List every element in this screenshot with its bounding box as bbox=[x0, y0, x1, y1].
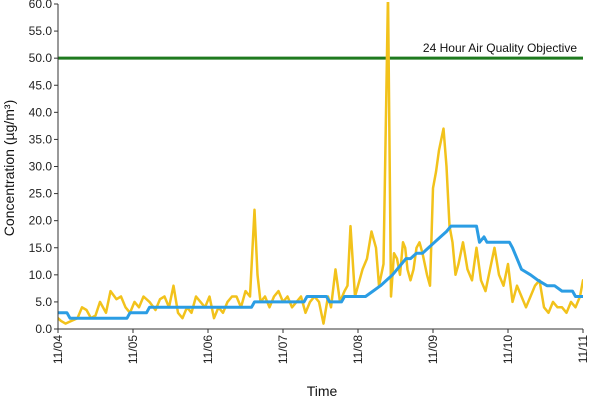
y-tick-label: 15.0 bbox=[29, 241, 53, 255]
blue-series-line bbox=[58, 224, 583, 320]
yellow-series-line bbox=[58, 2, 583, 325]
x-tick-label: 11/10 bbox=[501, 335, 515, 364]
x-axis-title: Time bbox=[307, 383, 338, 399]
y-tick-label: 50.0 bbox=[29, 51, 53, 65]
y-tick-label: 45.0 bbox=[29, 78, 53, 92]
y-axis-title: Concentration (µg/m³) bbox=[1, 100, 17, 236]
x-tick-label: 11/07 bbox=[276, 335, 290, 364]
objective-reference-label: 24 Hour Air Quality Objective bbox=[423, 41, 577, 55]
y-tick-label: 30.0 bbox=[29, 160, 53, 174]
y-tick-label: 10.0 bbox=[29, 268, 53, 282]
y-tick-label: 5.0 bbox=[35, 295, 52, 309]
y-tick-label: 40.0 bbox=[29, 105, 53, 119]
y-tick-group: 0.0 5.0 10.0 15.0 20.0 25.0 30.0 35.0 40.0 45.0 50… bbox=[29, 0, 58, 336]
y-tick-label: 35.0 bbox=[29, 132, 53, 146]
y-tick-label: 25.0 bbox=[29, 187, 53, 201]
x-tick-label: 11/09 bbox=[426, 335, 440, 364]
series-group bbox=[58, 2, 583, 325]
y-tick-label: 55.0 bbox=[29, 24, 53, 38]
y-tick-label: 0.0 bbox=[35, 322, 52, 336]
y-tick-label: 20.0 bbox=[29, 214, 53, 228]
reference-line-group: 24 Hour Air Quality Objective bbox=[58, 41, 583, 60]
x-tick-label: 11/05 bbox=[126, 335, 140, 364]
x-tick-label: 11/06 bbox=[201, 335, 215, 364]
x-tick-label: 11/11 bbox=[576, 335, 590, 364]
x-tick-group: 11/04 11/05 11/06 11/07 11/08 11/09 11/10 11/11 bbox=[51, 329, 590, 364]
y-tick-label: 60.0 bbox=[29, 0, 53, 11]
x-tick-label: 11/04 bbox=[51, 335, 65, 364]
x-tick-label: 11/08 bbox=[351, 335, 365, 364]
